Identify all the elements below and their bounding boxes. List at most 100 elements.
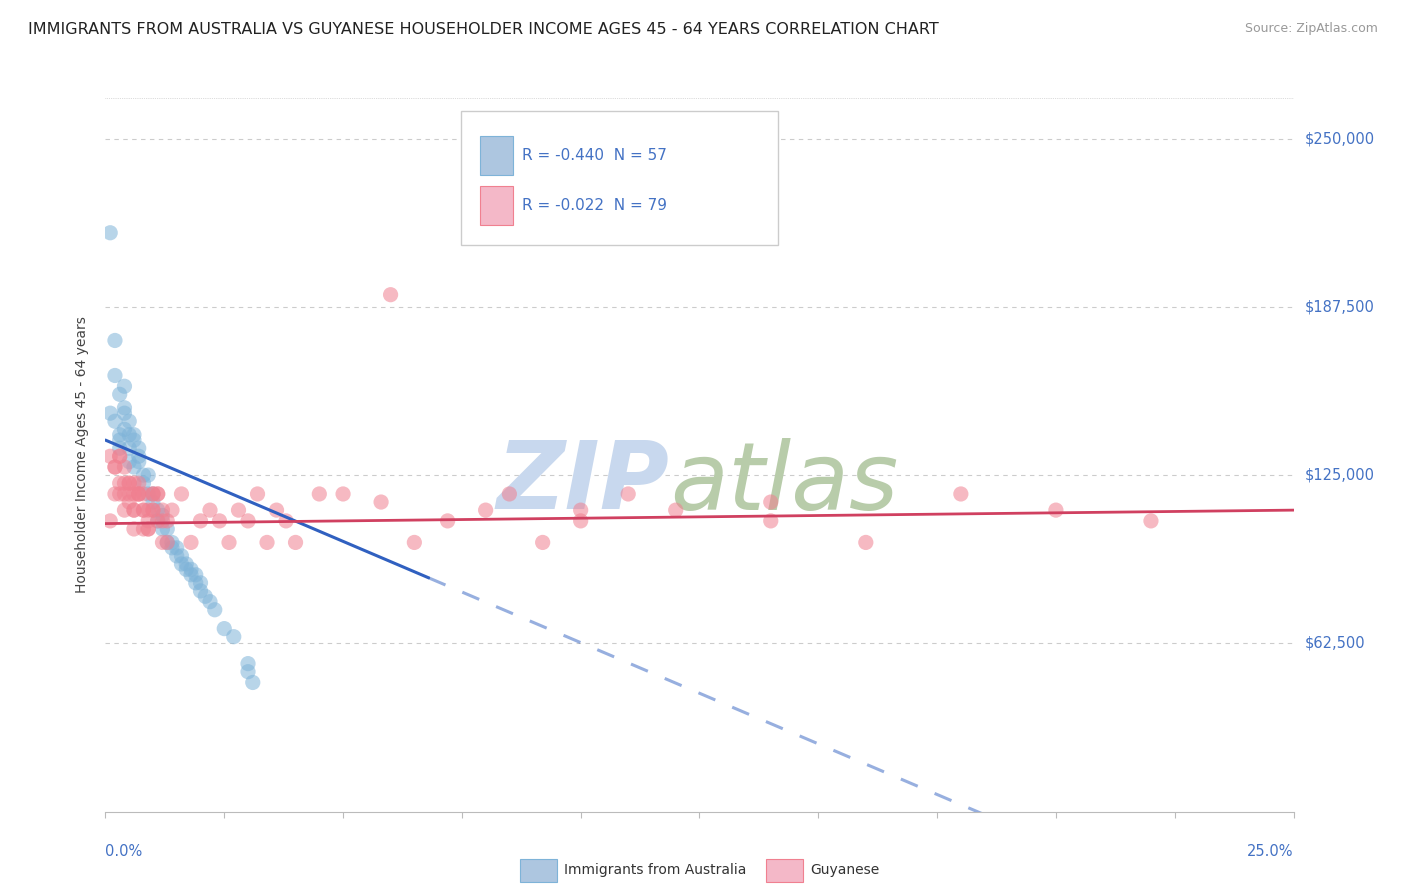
- Point: [194, 589, 217, 603]
- Point: [108, 476, 131, 491]
- Point: [136, 468, 159, 483]
- Point: [114, 422, 136, 436]
- Point: [190, 575, 212, 590]
- Point: [142, 487, 165, 501]
- Point: [118, 487, 141, 501]
- Point: [242, 675, 264, 690]
- Point: [236, 665, 259, 679]
- Point: [142, 487, 165, 501]
- Point: [204, 603, 226, 617]
- Point: [128, 487, 150, 501]
- Point: [246, 487, 269, 501]
- Point: [104, 414, 127, 428]
- Point: [665, 503, 688, 517]
- Point: [98, 450, 121, 464]
- Point: [498, 487, 520, 501]
- Point: [160, 535, 183, 549]
- Point: [436, 514, 458, 528]
- Point: [98, 406, 121, 420]
- Point: [569, 514, 592, 528]
- Text: $62,500: $62,500: [1305, 636, 1365, 651]
- Point: [146, 514, 169, 528]
- Point: [152, 535, 174, 549]
- Point: [114, 379, 136, 393]
- Point: [122, 503, 145, 517]
- Point: [122, 476, 145, 491]
- Point: [218, 535, 240, 549]
- Point: [104, 334, 127, 348]
- Text: 25.0%: 25.0%: [1247, 845, 1294, 859]
- Point: [104, 487, 127, 501]
- Point: [166, 549, 188, 563]
- Point: [236, 657, 259, 671]
- Point: [156, 535, 179, 549]
- Point: [184, 567, 207, 582]
- Point: [118, 495, 141, 509]
- Point: [128, 441, 150, 455]
- Point: [222, 630, 245, 644]
- Point: [128, 487, 150, 501]
- Text: Immigrants from Australia: Immigrants from Australia: [564, 863, 747, 877]
- Point: [256, 535, 278, 549]
- Point: [108, 487, 131, 501]
- Point: [146, 487, 169, 501]
- Point: [146, 503, 169, 517]
- Point: [214, 622, 236, 636]
- Point: [1045, 503, 1067, 517]
- Point: [118, 455, 141, 469]
- Point: [531, 535, 554, 549]
- Point: [108, 387, 131, 401]
- Point: [228, 503, 250, 517]
- Point: [370, 495, 392, 509]
- Point: [198, 595, 221, 609]
- Point: [104, 368, 127, 383]
- Point: [108, 433, 131, 447]
- Point: [104, 460, 127, 475]
- Point: [174, 562, 197, 576]
- Point: [198, 503, 221, 517]
- Point: [174, 557, 197, 571]
- Point: [142, 495, 165, 509]
- Point: [759, 495, 782, 509]
- Point: [108, 450, 131, 464]
- Text: Source: ZipAtlas.com: Source: ZipAtlas.com: [1244, 22, 1378, 36]
- Point: [128, 455, 150, 469]
- Point: [136, 522, 159, 536]
- Point: [128, 487, 150, 501]
- Text: $125,000: $125,000: [1305, 467, 1375, 483]
- Text: R = -0.022  N = 79: R = -0.022 N = 79: [523, 198, 668, 212]
- Point: [156, 522, 179, 536]
- Point: [132, 476, 155, 491]
- Point: [274, 514, 297, 528]
- Point: [142, 503, 165, 517]
- Point: [122, 433, 145, 447]
- Point: [308, 487, 330, 501]
- Point: [404, 535, 426, 549]
- Point: [180, 562, 202, 576]
- Text: IMMIGRANTS FROM AUSTRALIA VS GUYANESE HOUSEHOLDER INCOME AGES 45 - 64 YEARS CORR: IMMIGRANTS FROM AUSTRALIA VS GUYANESE HO…: [28, 22, 939, 37]
- Point: [118, 427, 141, 442]
- Point: [142, 487, 165, 501]
- Point: [160, 503, 183, 517]
- Point: [136, 514, 159, 528]
- Point: [949, 487, 972, 501]
- Text: R = -0.440  N = 57: R = -0.440 N = 57: [523, 148, 668, 162]
- Point: [108, 427, 131, 442]
- Point: [474, 503, 496, 517]
- Point: [132, 522, 155, 536]
- Point: [180, 535, 202, 549]
- Point: [114, 401, 136, 415]
- Point: [128, 476, 150, 491]
- Point: [108, 450, 131, 464]
- Point: [114, 476, 136, 491]
- Point: [118, 441, 141, 455]
- Point: [190, 583, 212, 598]
- Point: [122, 503, 145, 517]
- Point: [118, 476, 141, 491]
- Point: [152, 503, 174, 517]
- Point: [156, 514, 179, 528]
- Point: [160, 541, 183, 555]
- Point: [284, 535, 307, 549]
- Point: [108, 441, 131, 455]
- Point: [759, 514, 782, 528]
